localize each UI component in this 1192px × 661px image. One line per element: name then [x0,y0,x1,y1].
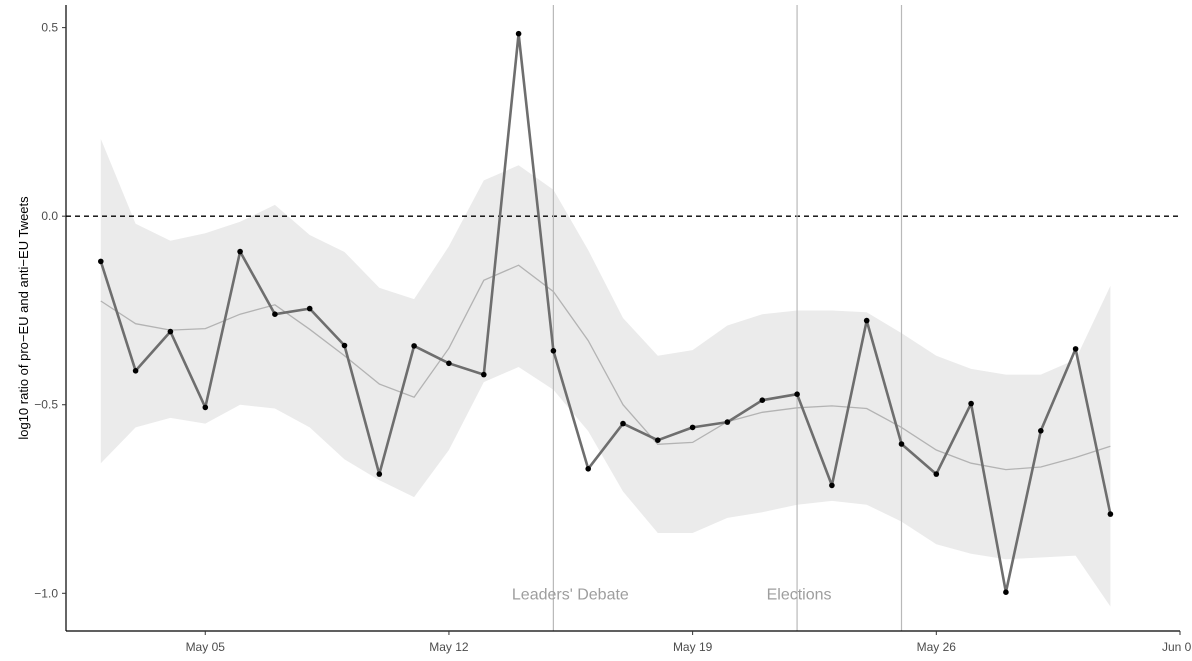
data-point [759,397,766,404]
data-point [724,419,731,425]
x-tick-label: Jun 02 [1162,640,1192,654]
data-point [446,360,452,367]
x-tick-label: May 05 [186,640,226,654]
data-point [1038,428,1044,434]
data-point [376,471,383,477]
data-point [550,348,557,354]
x-tick-label: May 26 [917,640,957,654]
axes-layer: −1.0 −0.5 0.0 0.5 May 05 May 12 May 19 May 26 Ju… [34,5,1192,654]
y-tick-label: 0.0 [41,209,58,223]
data-point [655,437,661,444]
data-point [202,404,209,411]
data-point [933,471,940,477]
event-lines-layer [552,5,903,631]
data-point [132,368,139,374]
data-point [1107,511,1114,517]
data-point [898,441,905,447]
data-point [341,342,348,349]
y-tick-label: −1.0 [34,586,58,600]
event-label: Leaders' Debate [512,586,629,603]
y-axis-label: log10 ratio of pro−EU and anti−EU Tweets [16,196,31,440]
data-point [272,311,278,318]
data-point [167,328,174,335]
data-point [829,482,835,489]
data-point [1072,346,1079,352]
data-point [585,466,591,472]
observed-series-layer [99,32,1112,594]
x-tick-label: May 19 [673,640,713,654]
y-tick-label: 0.5 [41,21,58,35]
event-label: Elections [767,586,832,603]
observed-points-layer [98,30,1114,595]
data-point [515,30,522,37]
data-point [481,371,487,378]
data-point [863,317,870,324]
data-point [306,305,313,312]
observed-series-line [99,32,1112,594]
data-point [794,391,800,398]
data-point [411,343,417,349]
data-point [968,400,974,407]
data-point [1003,589,1009,595]
data-point [98,258,104,265]
data-point [620,420,626,427]
event-labels-layer: Leaders' Debate Elections [512,586,832,603]
y-tick-label: −0.5 [34,398,58,412]
x-tick-label: May 12 [429,640,469,654]
data-point [689,424,696,431]
data-point [237,248,243,255]
